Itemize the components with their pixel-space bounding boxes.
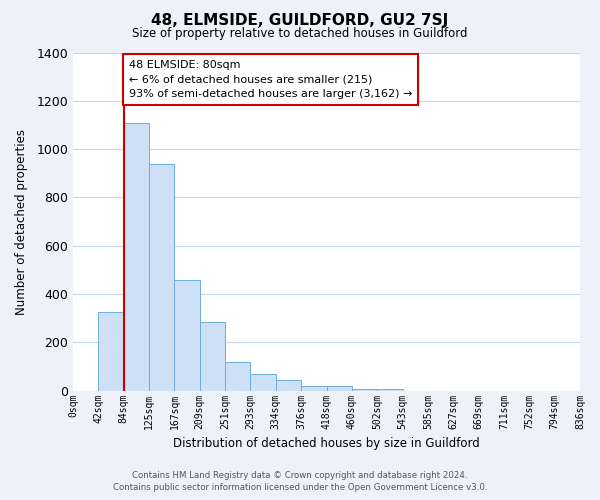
Text: Contains HM Land Registry data © Crown copyright and database right 2024.
Contai: Contains HM Land Registry data © Crown c…	[113, 471, 487, 492]
Bar	[225, 362, 250, 390]
Bar	[175, 280, 200, 390]
Bar	[124, 122, 149, 390]
Bar	[276, 380, 301, 390]
Text: 48, ELMSIDE, GUILDFORD, GU2 7SJ: 48, ELMSIDE, GUILDFORD, GU2 7SJ	[151, 12, 449, 28]
Bar	[200, 322, 225, 390]
Bar	[301, 386, 326, 390]
Bar	[98, 312, 124, 390]
Text: 48 ELMSIDE: 80sqm
← 6% of detached houses are smaller (215)
93% of semi-detached: 48 ELMSIDE: 80sqm ← 6% of detached house…	[129, 60, 412, 100]
Y-axis label: Number of detached properties: Number of detached properties	[15, 128, 28, 314]
Bar	[149, 164, 175, 390]
X-axis label: Distribution of detached houses by size in Guildford: Distribution of detached houses by size …	[173, 437, 480, 450]
Text: Size of property relative to detached houses in Guildford: Size of property relative to detached ho…	[132, 28, 468, 40]
Bar	[326, 386, 352, 390]
Bar	[250, 374, 276, 390]
